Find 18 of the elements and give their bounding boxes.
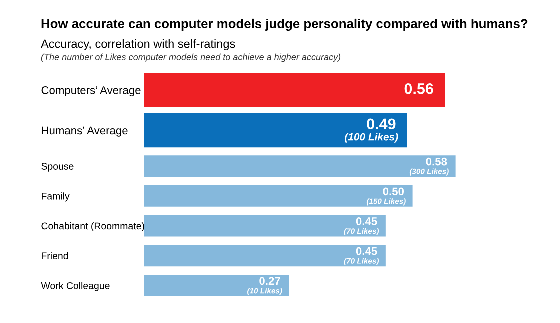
y-tick-label: Computers’ Average bbox=[42, 86, 141, 97]
text: (The number of Likes computer models need to achieve a higher accuracy) bbox=[41, 54, 341, 62]
y-tick-label: Cohabitant (Roommate) bbox=[42, 222, 144, 232]
y-tick-label: Work Colleague bbox=[41, 282, 110, 292]
data-label: 0.45 bbox=[356, 247, 378, 256]
data-label: 0.49 bbox=[367, 118, 396, 130]
data-label: 0.50 bbox=[383, 188, 404, 196]
y-tick-label: Humans’ Average bbox=[42, 126, 128, 137]
y-tick-label: Family bbox=[42, 192, 70, 202]
data-label: 0.58 bbox=[426, 158, 448, 166]
chart-subtitle: Accuracy, correlation with self-ratings bbox=[41, 40, 236, 51]
data-label: 0.27 bbox=[260, 277, 280, 286]
chart-title: How accurate can computer models judge personality compared with humans? bbox=[42, 18, 528, 32]
y-tick-label: Friend bbox=[42, 252, 68, 260]
y-tick-label: Spouse bbox=[42, 163, 74, 172]
data-label: 0.45 bbox=[356, 218, 378, 226]
data-label: 0.56 bbox=[404, 84, 434, 94]
annotation: (100 Likes) bbox=[345, 133, 398, 143]
